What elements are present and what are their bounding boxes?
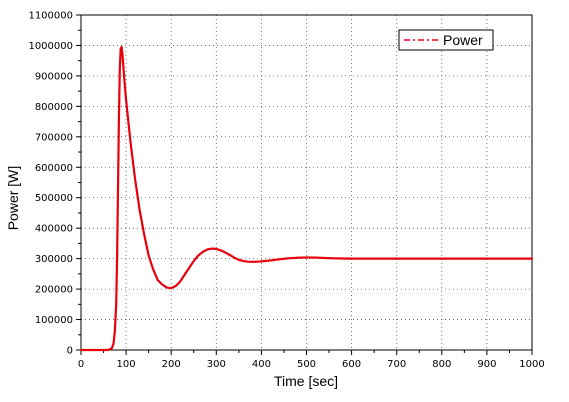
plot-frame bbox=[80, 14, 533, 351]
y-tick-label: 1000000 bbox=[28, 41, 73, 52]
y-tick-label: 300000 bbox=[35, 254, 73, 265]
y-axis-label: Power [W] bbox=[5, 166, 21, 231]
x-tick-label: 1000 bbox=[519, 359, 544, 370]
legend-label-power: Power bbox=[443, 32, 483, 48]
legend: Power bbox=[398, 29, 494, 51]
y-tick-label: 600000 bbox=[35, 163, 73, 174]
y-tick-label: 500000 bbox=[35, 193, 73, 204]
y-tick-label: 800000 bbox=[35, 102, 73, 113]
legend-box bbox=[398, 29, 494, 51]
series-group bbox=[79, 45, 534, 352]
y-tick-label: 200000 bbox=[35, 285, 73, 296]
x-tick-label: 400 bbox=[252, 359, 271, 370]
x-tick-label: 0 bbox=[78, 359, 84, 370]
y-tick-label: 700000 bbox=[35, 132, 73, 143]
y-tick-label: 1100000 bbox=[28, 11, 73, 22]
x-tick-label: 700 bbox=[387, 359, 406, 370]
series-line-power bbox=[79, 45, 534, 352]
x-tick-label: 600 bbox=[342, 359, 361, 370]
x-tick-label: 800 bbox=[432, 359, 451, 370]
x-tick-label: 200 bbox=[162, 359, 181, 370]
y-tick-label: 400000 bbox=[35, 224, 73, 235]
x-tick-label: 900 bbox=[477, 359, 496, 370]
x-tick-label: 100 bbox=[117, 359, 136, 370]
x-tick-label: 300 bbox=[207, 359, 226, 370]
x-tick-label: 500 bbox=[297, 359, 316, 370]
y-tick-label: 0 bbox=[67, 346, 73, 357]
y-tick-label: 100000 bbox=[35, 315, 73, 326]
x-axis-label: Time [sec] bbox=[274, 373, 338, 389]
y-tick-label: 900000 bbox=[35, 71, 73, 82]
x-axis-ticks: 0 100 200 300 400 500 600 700 800 900 1000 bbox=[78, 350, 545, 370]
